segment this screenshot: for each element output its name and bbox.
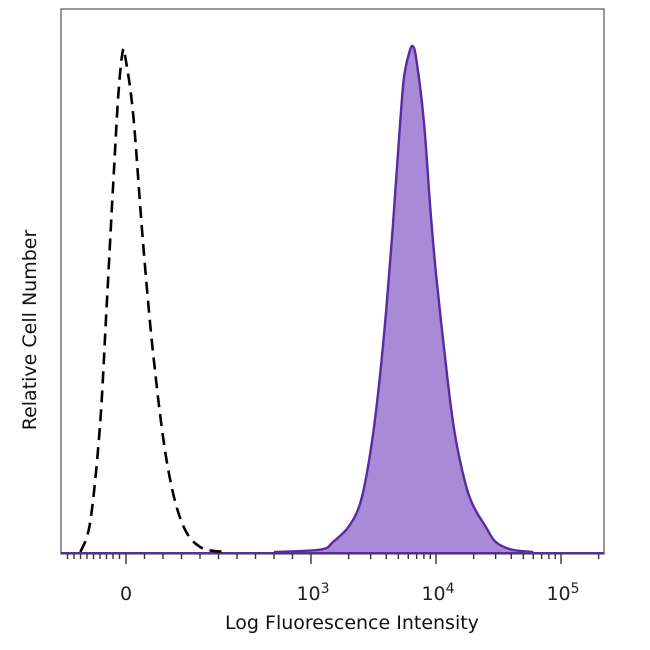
- x-tick-label: 104: [421, 581, 454, 605]
- x-tick-label: 105: [546, 581, 579, 605]
- x-axis-label: Log Fluorescence Intensity: [225, 612, 479, 634]
- series-0-line: [79, 47, 229, 554]
- series-1-line: [273, 44, 534, 554]
- x-axis-ticks: 0 103 104 105: [66, 554, 600, 605]
- x-tick-label: 103: [296, 581, 329, 605]
- series-layer: [61, 44, 604, 554]
- y-axis-label: Relative Cell Number: [19, 230, 41, 431]
- plot-frame: [60, 8, 605, 555]
- x-tick-label: 0: [120, 583, 132, 605]
- series-1-area: [274, 45, 534, 552]
